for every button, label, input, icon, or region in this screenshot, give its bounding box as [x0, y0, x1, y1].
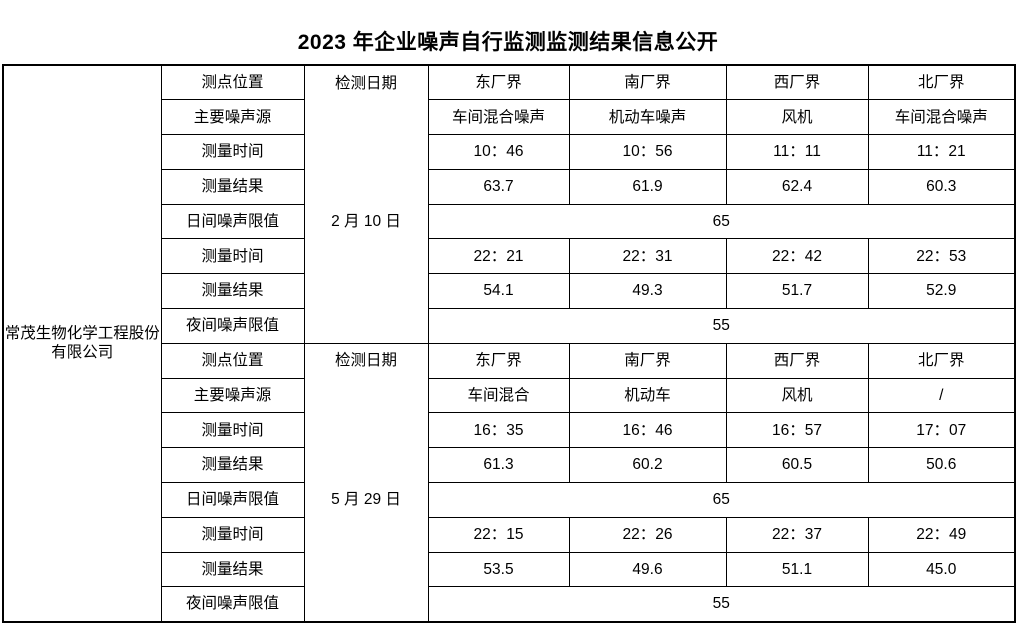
cell-value: 22：53 [867, 238, 1016, 275]
cell-value: 61.3 [427, 447, 570, 484]
cell-value: 16：35 [427, 412, 570, 449]
cell-value: 11：11 [725, 134, 869, 170]
cell-value: 22：37 [725, 516, 869, 553]
cell-value: 60.2 [568, 447, 727, 484]
row-label: 测量结果 [160, 273, 305, 310]
cell-value: 22：42 [725, 238, 869, 275]
cell-value: 54.1 [427, 273, 570, 310]
boundary-north-1: 北厂界 [867, 64, 1016, 101]
detection-date-label-1: 检测日期 [334, 74, 397, 92]
cell-value: 50.6 [867, 447, 1016, 484]
cell-value: 风机 [725, 377, 869, 414]
cell-value: 22：21 [427, 238, 570, 275]
row-label: 日间噪声限值 [160, 203, 305, 240]
row-label: 测量时间 [160, 412, 305, 449]
row-label: 日间噪声限值 [160, 482, 305, 518]
cell-value: 车间混合噪声 [867, 99, 1016, 136]
table-row: 测量结果 61.3 60.2 60.5 50.6 [3, 447, 1016, 484]
boundary-east-2: 东厂界 [427, 342, 570, 379]
cell-value: 62.4 [725, 168, 869, 205]
cell-value: 22：49 [867, 516, 1016, 553]
night-limit-value-2: 55 [427, 586, 1016, 623]
cell-value: 60.3 [867, 168, 1016, 205]
cell-value: 16：57 [725, 412, 869, 449]
cell-value: 45.0 [867, 551, 1016, 588]
row-label: 测量结果 [160, 447, 305, 484]
day-limit-value-1: 65 [427, 203, 1016, 240]
row-label: 测量时间 [160, 238, 305, 275]
row-label: 测量时间 [160, 134, 305, 170]
cell-value: 风机 [725, 99, 869, 136]
boundary-north-2: 北厂界 [867, 342, 1016, 379]
night-limit-value-1: 55 [427, 308, 1016, 344]
cell-value: 52.9 [867, 273, 1016, 310]
table-row: 常茂生物化学工程股份有限公司 测点位置 检测日期 2 月 10 日 东厂界 南厂… [2, 64, 1016, 623]
detection-date-value-2: 5 月 29 日 [331, 490, 401, 508]
table-row: 日间噪声限值 65 [3, 482, 1016, 518]
cell-value: 53.5 [427, 551, 570, 588]
boundary-south-1: 南厂界 [568, 64, 727, 101]
table-row: 夜间噪声限值 55 [3, 308, 1016, 344]
cell-value: 11：21 [867, 134, 1016, 170]
table-row: 测量结果 53.5 49.6 51.1 45.0 [3, 551, 1016, 588]
cell-value: 10：46 [427, 134, 570, 170]
table-row: 主要噪声源 车间混合噪声 机动车噪声 风机 车间混合噪声 [3, 99, 1016, 136]
cell-value: 车间混合 [427, 377, 570, 414]
point-location-header-2: 测点位置 [160, 342, 305, 379]
detection-date-value-1: 2 月 10 日 [331, 213, 401, 231]
boundary-west-2: 西厂界 [725, 342, 869, 379]
cell-value: 60.5 [725, 447, 869, 484]
cell-value: 49.6 [568, 551, 727, 588]
row-label: 主要噪声源 [160, 99, 305, 136]
table-row: 测量结果 63.7 61.9 62.4 60.3 [3, 168, 1016, 205]
detection-date-label-2: 检测日期 [334, 352, 397, 370]
cell-value: 17：07 [867, 412, 1016, 449]
boundary-south-2: 南厂界 [568, 342, 727, 379]
cell-value: 10：56 [568, 134, 727, 170]
table-row: 测量时间 16：35 16：46 16：57 17：07 [3, 412, 1016, 449]
cell-value: 51.7 [725, 273, 869, 310]
row-label: 夜间噪声限值 [160, 586, 305, 623]
cell-value: 22：26 [568, 516, 727, 553]
table-row: 日间噪声限值 65 [3, 203, 1016, 240]
row-label: 测量时间 [160, 516, 305, 553]
point-location-header-1: 测点位置 [160, 64, 305, 101]
cell-value: 机动车噪声 [568, 99, 727, 136]
table-row: 夜间噪声限值 55 [3, 586, 1016, 623]
table-row: 测点位置 检测日期 5 月 29 日 东厂界 南厂界 西厂界 北厂界 [3, 342, 1016, 623]
cell-value: 机动车 [568, 377, 727, 414]
cell-value: 51.1 [725, 551, 869, 588]
boundary-west-1: 西厂界 [725, 64, 869, 101]
row-label: 测量结果 [160, 168, 305, 205]
table-row: 测量时间 22：21 22：31 22：42 22：53 [3, 238, 1016, 275]
cell-value: 22：31 [568, 238, 727, 275]
cell-value: 61.9 [568, 168, 727, 205]
company-name: 常茂生物化学工程股份有限公司 [2, 64, 162, 623]
cell-value: 车间混合噪声 [427, 99, 570, 136]
row-label: 主要噪声源 [160, 377, 305, 414]
boundary-east-1: 东厂界 [427, 64, 570, 101]
row-label: 测量结果 [160, 551, 305, 588]
table-row: 测量结果 54.1 49.3 51.7 52.9 [3, 273, 1016, 310]
page-title: 2023 年企业噪声自行监测监测结果信息公开 [297, 31, 719, 54]
day-limit-value-2: 65 [427, 482, 1016, 518]
table-row: 主要噪声源 车间混合 机动车 风机 / [3, 377, 1016, 414]
row-label: 夜间噪声限值 [160, 308, 305, 344]
table-row: 测量时间 10：46 10：56 11：11 11：21 [3, 134, 1016, 170]
detection-date-cell-1: 检测日期 2 月 10 日 [303, 64, 429, 344]
cell-value: / [867, 377, 1016, 414]
cell-value: 49.3 [568, 273, 727, 310]
detection-date-cell-2: 检测日期 5 月 29 日 [303, 342, 429, 623]
cell-value: 22：15 [427, 516, 570, 553]
cell-value: 63.7 [427, 168, 570, 205]
noise-monitoring-table: 常茂生物化学工程股份有限公司 测点位置 检测日期 2 月 10 日 东厂界 南厂… [2, 64, 1016, 623]
cell-value: 16：46 [568, 412, 727, 449]
